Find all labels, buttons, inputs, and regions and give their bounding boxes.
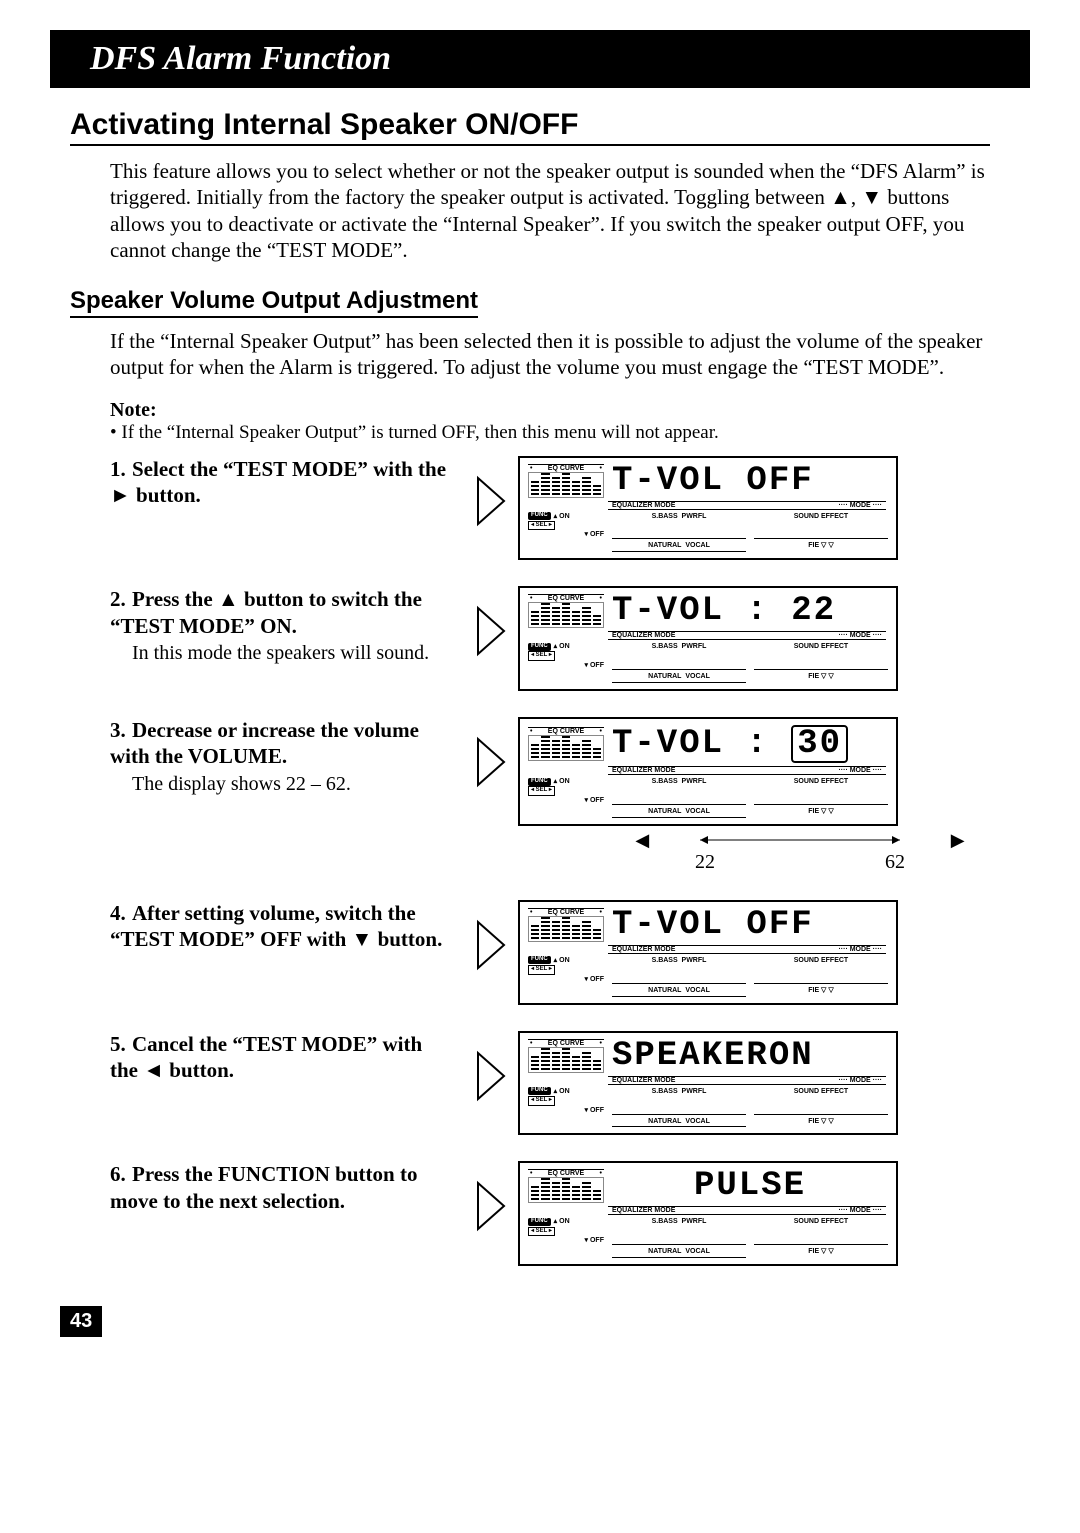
pointer-icon bbox=[474, 1179, 508, 1233]
lcd-panel: •EQ CURVE• T-VOL OFF EQUALIZER MODE···· … bbox=[518, 456, 898, 561]
heading-sub: Speaker Volume Output Adjustment bbox=[70, 287, 478, 318]
range-arrows: ◀ ▶ bbox=[610, 830, 990, 851]
step-title: 2.Press the ▲ button to switch the “TEST… bbox=[110, 586, 450, 639]
pointer-icon bbox=[474, 474, 508, 528]
lcd-panel: •EQ CURVE• T-VOL : 22 EQUALIZER MODE····… bbox=[518, 586, 898, 691]
step-title: 5.Cancel the “TEST MODE” with the ◄ butt… bbox=[110, 1031, 450, 1084]
section-banner: DFS Alarm Function bbox=[50, 30, 1030, 88]
lcd-panel: •EQ CURVE• T-VOL OFF EQUALIZER MODE···· … bbox=[518, 900, 898, 1005]
paragraph-intro: This feature allows you to select whethe… bbox=[110, 158, 990, 263]
lcd-readout: T-VOL : 22 bbox=[612, 594, 888, 628]
lcd-readout: PULSE bbox=[612, 1169, 888, 1203]
lcd-readout: T-VOL OFF bbox=[612, 908, 888, 942]
step-row: 1.Select the “TEST MODE” with the ► butt… bbox=[110, 456, 990, 561]
pointer-icon bbox=[474, 735, 508, 789]
lcd-panel: •EQ CURVE• SPEAKERON EQUALIZER MODE···· … bbox=[518, 1031, 898, 1136]
step-title: 1.Select the “TEST MODE” with the ► butt… bbox=[110, 456, 450, 509]
page-content: Activating Internal Speaker ON/OFF This … bbox=[0, 108, 1080, 1266]
page-footer: 43 bbox=[60, 1306, 1080, 1337]
note-heading: Note: bbox=[110, 399, 990, 422]
pointer-icon bbox=[474, 918, 508, 972]
lcd-readout: T-VOL OFF bbox=[612, 464, 888, 498]
step-title: 6.Press the FUNCTION button to move to t… bbox=[110, 1161, 450, 1214]
step-subtext: The display shows 22 – 62. bbox=[132, 772, 450, 796]
step-row: 2.Press the ▲ button to switch the “TEST… bbox=[110, 586, 990, 691]
note-body: • If the “Internal Speaker Output” is tu… bbox=[110, 422, 990, 444]
page-number: 43 bbox=[60, 1306, 102, 1337]
heading-main: Activating Internal Speaker ON/OFF bbox=[70, 108, 990, 146]
step-title: 3.Decrease or increase the vol­ume with … bbox=[110, 717, 450, 770]
step-row: 4.After setting volume, switch the “TEST… bbox=[110, 900, 990, 1005]
step-row: 3.Decrease or increase the vol­ume with … bbox=[110, 717, 990, 874]
pointer-icon bbox=[474, 1049, 508, 1103]
step-row: 6.Press the FUNCTION button to move to t… bbox=[110, 1161, 990, 1266]
step-title: 4.After setting volume, switch the “TEST… bbox=[110, 900, 450, 953]
step-subtext: In this mode the speakers will sound. bbox=[132, 641, 450, 665]
lcd-readout: SPEAKERON bbox=[612, 1039, 888, 1073]
pointer-icon bbox=[474, 604, 508, 658]
step-row: 5.Cancel the “TEST MODE” with the ◄ butt… bbox=[110, 1031, 990, 1136]
range-labels: 2262 bbox=[610, 851, 990, 874]
lcd-panel: •EQ CURVE• T-VOL : 30 EQUALIZER MODE····… bbox=[518, 717, 898, 826]
lcd-panel: •EQ CURVE• PULSE EQUALIZER MODE···· MODE… bbox=[518, 1161, 898, 1266]
steps-list: 1.Select the “TEST MODE” with the ► butt… bbox=[110, 456, 990, 1267]
lcd-readout: T-VOL : 30 bbox=[612, 725, 888, 763]
paragraph-sub: If the “Internal Speaker Output” has bee… bbox=[110, 328, 990, 381]
